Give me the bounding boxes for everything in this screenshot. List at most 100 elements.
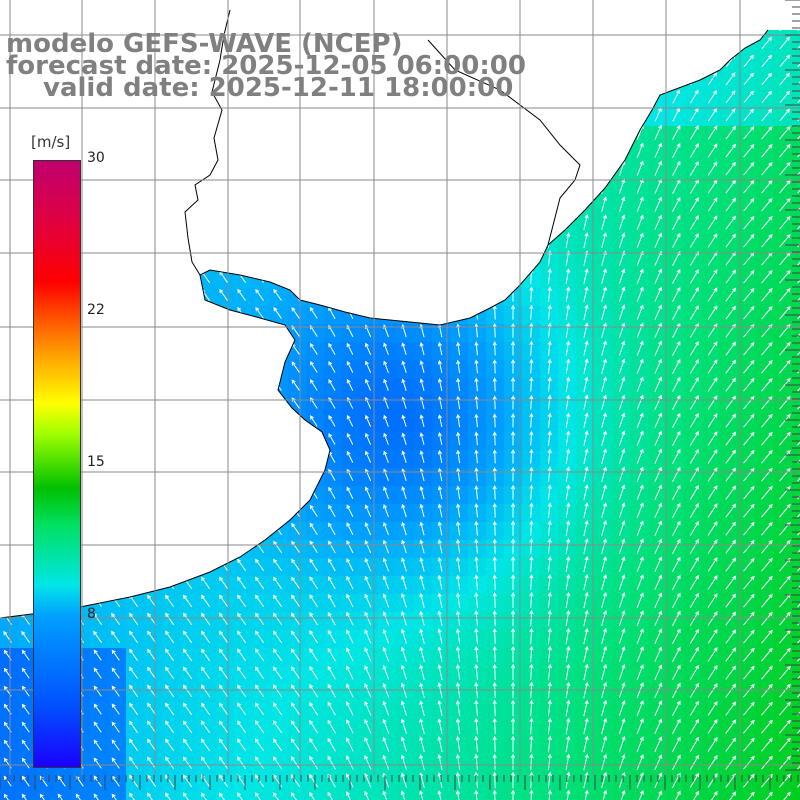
colorbar — [33, 160, 81, 768]
wind-arrow — [201, 684, 211, 698]
wind-arrow — [364, 557, 372, 572]
wind-arrow — [583, 645, 589, 663]
wind-arrow — [707, 665, 718, 680]
wind-arrow — [309, 361, 318, 373]
wind-arrow — [346, 575, 354, 590]
wind-arrow — [743, 108, 754, 122]
wind-arrow — [707, 125, 718, 140]
wind-arrow — [779, 449, 791, 464]
wind-arrow — [382, 521, 389, 536]
wind-arrow — [672, 394, 681, 410]
wind-arrow — [797, 315, 800, 320]
wind-arrow — [707, 683, 718, 698]
wind-arrow — [654, 286, 663, 302]
wind-arrow — [797, 711, 800, 716]
wind-arrow — [797, 729, 800, 734]
wind-arrow — [529, 466, 534, 482]
wind-arrow — [456, 503, 461, 518]
wind-arrow — [183, 720, 193, 734]
wind-arrow — [236, 738, 247, 752]
wind-arrow — [743, 90, 754, 104]
wind-arrow — [654, 214, 663, 230]
wind-arrow — [654, 718, 663, 735]
wind-arrow — [492, 449, 497, 464]
wind-arrow — [218, 720, 229, 734]
wind-arrow — [743, 629, 755, 644]
wind-arrow — [689, 484, 699, 500]
wind-arrow — [401, 414, 407, 427]
wind-arrow — [761, 755, 773, 770]
wind-arrow — [510, 789, 516, 800]
wind-arrow — [761, 539, 773, 554]
wind-arrow — [797, 675, 800, 680]
wind-arrow — [583, 627, 589, 645]
wind-arrow — [618, 412, 626, 428]
wind-arrow — [345, 719, 354, 734]
wind-arrow — [797, 351, 800, 356]
wind-cell — [756, 792, 775, 800]
wind-cell — [36, 792, 55, 800]
wind-arrow — [690, 107, 699, 122]
wind-arrow — [743, 683, 755, 698]
wind-arrow — [236, 648, 247, 662]
wind-arrow — [547, 771, 552, 789]
wind-cell — [108, 792, 127, 800]
wind-arrow — [689, 574, 699, 590]
wind-cell — [792, 738, 800, 757]
wind-arrow — [529, 286, 534, 302]
wind-arrow — [707, 611, 718, 626]
wind-arrow — [327, 647, 336, 662]
wind-arrow — [492, 484, 497, 500]
wind-arrow — [200, 720, 211, 734]
wind-arrow — [456, 467, 461, 482]
wind-arrow — [636, 574, 644, 591]
wind-cell — [468, 792, 487, 800]
wind-arrow — [636, 340, 644, 356]
wind-cell — [360, 792, 379, 800]
wind-arrow — [636, 196, 644, 212]
wind-arrow — [474, 503, 479, 518]
wind-arrow — [183, 648, 193, 662]
wind-arrow — [309, 594, 318, 608]
wind-arrow — [797, 63, 800, 68]
wind-arrow — [583, 484, 589, 500]
wind-arrow — [636, 664, 644, 681]
wind-arrow — [779, 287, 791, 302]
wind-arrow — [547, 376, 552, 392]
wind-arrow — [21, 721, 30, 733]
wind-arrow — [328, 522, 336, 536]
wind-arrow — [797, 261, 800, 266]
wind-arrow — [456, 413, 461, 428]
wind-arrow — [437, 790, 442, 800]
wind-arrow — [492, 538, 497, 554]
wind-arrow — [779, 539, 791, 554]
wind-arrow — [147, 594, 157, 608]
wind-arrow — [565, 556, 571, 573]
wind-arrow — [565, 304, 571, 320]
wind-arrow — [111, 703, 120, 715]
wind-arrow — [618, 484, 626, 500]
wind-arrow — [147, 666, 157, 680]
wind-arrow — [529, 394, 534, 410]
wind-arrow — [654, 160, 663, 176]
wind-arrow — [672, 556, 681, 572]
wind-arrow — [779, 54, 791, 68]
wind-arrow — [400, 700, 407, 716]
wind-arrow — [743, 377, 755, 392]
wind-arrow — [328, 379, 336, 391]
wind-arrow — [725, 125, 736, 140]
wind-arrow — [510, 377, 516, 392]
wind-arrow — [456, 395, 461, 410]
wind-arrow — [601, 430, 607, 446]
wind-arrow — [601, 556, 608, 573]
wind-cell — [306, 792, 325, 800]
wind-arrow — [725, 521, 737, 536]
wind-arrow — [273, 594, 283, 608]
wind-arrow — [236, 720, 247, 734]
wind-cell — [738, 792, 757, 800]
wind-arrow — [689, 413, 699, 428]
wind-arrow — [327, 791, 334, 800]
wind-arrow — [455, 592, 461, 608]
wind-arrow — [364, 450, 372, 463]
wind-arrow — [57, 775, 66, 787]
